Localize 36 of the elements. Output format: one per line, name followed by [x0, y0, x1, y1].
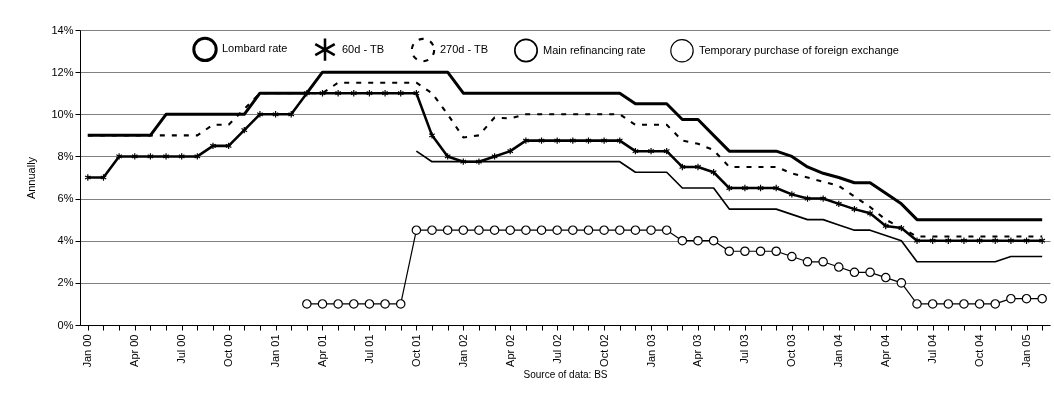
- x-tick-label: Oct 00: [222, 334, 235, 367]
- x-tick-label: Jan 05: [1020, 334, 1033, 368]
- y-tick-label: 2%: [57, 276, 74, 289]
- y-tick-label: 14%: [51, 23, 74, 36]
- x-tick-label: Oct 03: [785, 334, 798, 367]
- x-tick-label: Jan 01: [269, 334, 282, 368]
- x-tick-label: Oct 02: [597, 334, 610, 367]
- y-tick-label: 12%: [51, 65, 74, 78]
- x-tick-label: Apr 03: [691, 334, 704, 367]
- y-tick-label: 10%: [51, 107, 74, 120]
- x-tick-label: Jan 02: [456, 334, 469, 368]
- x-tick-label: Jan 04: [832, 334, 845, 368]
- x-tick-label: Jul 04: [926, 334, 939, 364]
- x-tick-label: Apr 00: [128, 334, 141, 367]
- legend-label: 270d - TB: [440, 43, 489, 56]
- y-tick-label: 8%: [57, 149, 74, 162]
- legend-label: 60d - TB: [342, 42, 384, 55]
- x-tick-label: Oct 01: [409, 334, 422, 367]
- y-tick-label: 6%: [57, 192, 74, 205]
- x-tick-label: Jul 01: [362, 334, 375, 364]
- legend-label: Temporary purchase of foreign exchange: [699, 43, 899, 56]
- x-tick-label: Jul 03: [738, 334, 751, 364]
- x-tick-label: Jan 00: [81, 334, 94, 368]
- x-tick-label: Apr 04: [879, 334, 892, 367]
- y-axis-title: Annually: [25, 156, 38, 200]
- source-note: Source of data: BS: [523, 368, 608, 380]
- x-tick-label: Jul 00: [175, 334, 188, 364]
- legend-label: Lombard rate: [222, 42, 288, 55]
- x-tick-label: Apr 01: [316, 334, 328, 367]
- x-tick-label: Apr 02: [503, 334, 516, 367]
- y-tick-label: 4%: [57, 234, 74, 247]
- x-tick-label: Jul 02: [550, 334, 563, 364]
- y-tick-label: 0%: [57, 318, 74, 331]
- x-tick-label: Oct 04: [973, 334, 986, 367]
- legend-label: Main refinancing rate: [543, 43, 646, 56]
- x-tick-label: Jan 03: [644, 334, 657, 368]
